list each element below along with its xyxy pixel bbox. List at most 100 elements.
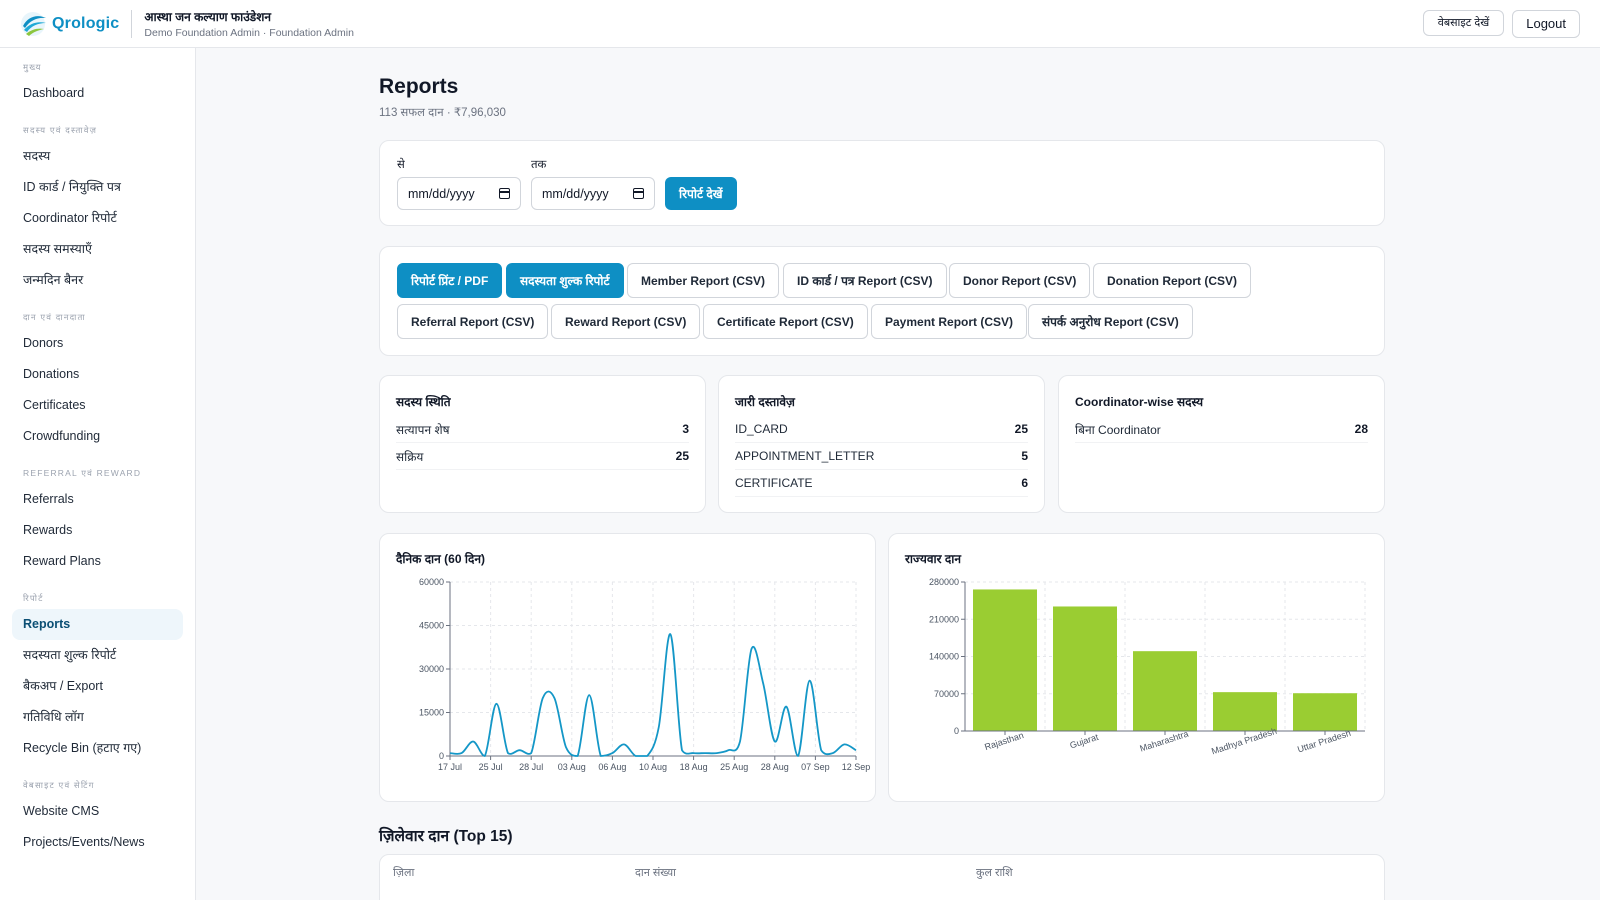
issued-documents-card: जारी दस्तावेज़ ID_CARD 25 APPOINTMENT_LE…: [718, 375, 1045, 513]
contact-request-report-csv-button[interactable]: संपर्क अनुरोध Report (CSV): [1028, 304, 1193, 339]
from-date-input[interactable]: mm/dd/yyyy: [397, 177, 521, 210]
sidebar-item-id-cards[interactable]: ID कार्ड / नियुक्ति पत्र: [23, 180, 121, 194]
x-tick-label: 28 Jul: [519, 762, 543, 772]
bar: [1133, 651, 1197, 731]
daily-donations-chart-card: दैनिक दान (60 दिन) 0 15000 30000 45000 60000…: [379, 533, 876, 802]
stat-row: बिना Coordinator 28: [1075, 416, 1368, 443]
sidebar-item-certificates[interactable]: Certificates: [23, 398, 86, 412]
member-status-card: सदस्य स्थिति सत्यापन शेष 3 सक्रिय 25: [379, 375, 706, 513]
calendar-icon[interactable]: [633, 188, 644, 199]
certificate-report-csv-button[interactable]: Certificate Report (CSV): [703, 304, 868, 339]
y-tick-label: 15000: [419, 708, 444, 718]
reward-report-csv-button[interactable]: Reward Report (CSV): [551, 304, 701, 339]
sidebar-item-members[interactable]: सदस्य: [23, 149, 51, 163]
coordinator-members-title: Coordinator-wise सदस्य: [1075, 395, 1204, 409]
y-tick-label: 210000: [929, 614, 959, 624]
referral-report-csv-button[interactable]: Referral Report (CSV): [397, 304, 549, 339]
x-tick-label: 17 Jul: [438, 762, 462, 772]
print-pdf-button[interactable]: रिपोर्ट प्रिंट / PDF: [397, 263, 503, 298]
sidebar-item-member-issues[interactable]: सदस्य समस्याएँ: [23, 242, 92, 256]
id-card-report-csv-button[interactable]: ID कार्ड / पत्र Report (CSV): [783, 263, 947, 298]
y-tick-label: 0: [439, 751, 444, 761]
bar: [1053, 606, 1117, 731]
org-name: आस्था जन कल्याण फाउंडेशन: [144, 10, 272, 24]
district-donations-table: ज़िला दान संख्या कुल राशि: [379, 854, 1385, 900]
sidebar-item-dashboard[interactable]: Dashboard: [23, 86, 85, 100]
from-date-value: mm/dd/yyyy: [408, 186, 475, 201]
calendar-icon[interactable]: [499, 188, 510, 199]
sidebar-item-crowdfunding[interactable]: Crowdfunding: [23, 429, 101, 443]
page-title: Reports: [379, 75, 459, 98]
top-bar: Qrologic आस्था जन कल्याण फाउंडेशन Demo F…: [0, 0, 1600, 48]
x-tick-label: Uttar Pradesh: [1296, 728, 1352, 755]
stat-label: APPOINTMENT_LETTER: [735, 449, 875, 463]
sidebar-item-donations[interactable]: Donations: [23, 367, 80, 381]
to-date-value: mm/dd/yyyy: [542, 186, 609, 201]
sidebar-item-activity-log[interactable]: गतिविधि लॉग: [23, 710, 84, 724]
sidebar-item-referrals[interactable]: Referrals: [23, 492, 74, 506]
sidebar-item-coordinator-report[interactable]: Coordinator रिपोर्ट: [23, 211, 117, 225]
main-area: Reports 113 सफल दान · ₹7,96,030 से mm/dd…: [196, 48, 1600, 900]
to-label: तक: [531, 159, 547, 171]
sidebar-item-recycle-bin[interactable]: Recycle Bin (हटाए गए): [23, 741, 142, 755]
stat-label: सक्रिय: [396, 449, 424, 464]
series-line: [449, 633, 857, 757]
sidebar-item-membership-fee-report[interactable]: सदस्यता शुल्क रिपोर्ट: [23, 648, 117, 662]
sidebar-item-reward-plans[interactable]: Reward Plans: [23, 554, 101, 568]
stat-label: ID_CARD: [735, 422, 788, 436]
x-tick-label: 25 Jul: [479, 762, 503, 772]
brand[interactable]: Qrologic: [0, 0, 119, 47]
stat-label: सत्यापन शेष: [396, 422, 450, 437]
sidebar-section-referral: Referral एवं Reward: [23, 468, 142, 478]
y-tick-label: 140000: [929, 652, 959, 662]
y-tick-label: 70000: [934, 689, 959, 699]
from-label: से: [397, 159, 405, 171]
member-status-title: सदस्य स्थिति: [396, 395, 451, 409]
column-header-total-amount[interactable]: कुल राशि: [976, 867, 1013, 879]
header-divider: [131, 9, 133, 38]
brand-logo-icon: [21, 11, 46, 36]
x-tick-label: Rajasthan: [983, 730, 1025, 752]
y-tick-label: 280000: [929, 577, 959, 587]
coordinator-members-card: Coordinator-wise सदस्य बिना Coordinator …: [1058, 375, 1385, 513]
from-field: से mm/dd/yyyy: [397, 157, 521, 210]
sidebar-item-birthday-banner[interactable]: जन्मदिन बैनर: [23, 273, 84, 287]
view-website-button[interactable]: वेबसाइट देखें: [1422, 9, 1505, 36]
membership-fee-report-button[interactable]: सदस्यता शुल्क रिपोर्ट: [506, 263, 624, 298]
daily-donations-line-chart: 0 15000 30000 45000 60000 17 Jul 25 Jul 28 Jul 0…: [419, 577, 871, 772]
page-subtitle: 113 सफल दान · ₹7,96,030: [379, 107, 506, 119]
stat-row: ID_CARD 25: [735, 416, 1028, 443]
stat-row: CERTIFICATE 6: [735, 470, 1028, 497]
donation-report-csv-button[interactable]: Donation Report (CSV): [1093, 263, 1251, 298]
stat-value: 5: [1021, 449, 1028, 463]
member-report-csv-button[interactable]: Member Report (CSV): [627, 263, 780, 298]
x-tick-label: 07 Sep: [801, 762, 830, 772]
sidebar-section-donations: दान एवं दानदाता: [23, 312, 86, 322]
sidebar-item-backup-export[interactable]: बैकअप / Export: [23, 679, 103, 693]
brand-name: Qrologic: [52, 14, 120, 32]
report-buttons-card: रिपोर्ट प्रिंट / PDF सदस्यता शुल्क रिपोर…: [379, 246, 1385, 356]
stat-value: 28: [1354, 422, 1368, 436]
sidebar-item-rewards[interactable]: Rewards: [23, 523, 73, 537]
sidebar-item-website-cms[interactable]: Website CMS: [23, 804, 100, 818]
state-donations-chart-card: राज्यवार दान 0 70000 140000 210000 280000 Raj…: [888, 533, 1385, 802]
sidebar-section-website: वेबसाइट एवं सेटिंग: [23, 780, 95, 790]
to-date-input[interactable]: mm/dd/yyyy: [531, 177, 655, 210]
x-tick-label: 12 Sep: [842, 762, 871, 772]
column-header-district[interactable]: ज़िला: [393, 867, 415, 879]
sidebar-item-projects-events-news[interactable]: Projects/Events/News: [23, 835, 145, 849]
daily-donations-chart-title: दैनिक दान (60 दिन): [396, 552, 485, 566]
donor-report-csv-button[interactable]: Donor Report (CSV): [949, 263, 1091, 298]
sidebar-section-reports: रिपोर्ट: [23, 593, 44, 603]
y-tick-label: 30000: [419, 664, 444, 674]
sidebar-item-reports[interactable]: Reports: [12, 609, 183, 640]
payment-report-csv-button[interactable]: Payment Report (CSV): [871, 304, 1028, 339]
stat-label: CERTIFICATE: [735, 476, 813, 490]
y-tick-label: 0: [954, 726, 959, 736]
x-tick-label: 28 Aug: [761, 762, 789, 772]
bar: [973, 589, 1037, 731]
view-report-button[interactable]: रिपोर्ट देखें: [665, 177, 737, 210]
sidebar-item-donors[interactable]: Donors: [23, 336, 64, 350]
column-header-donation-count[interactable]: दान संख्या: [635, 867, 676, 879]
logout-button[interactable]: Logout: [1512, 9, 1580, 38]
